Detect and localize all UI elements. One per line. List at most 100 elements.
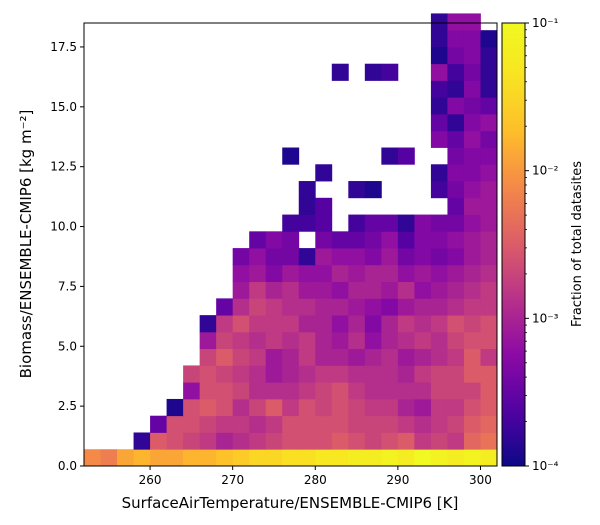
heatmap-cell — [348, 331, 366, 350]
heatmap-cell — [463, 231, 481, 249]
heatmap-cell — [282, 281, 300, 299]
x-axis-ticks: 260 270 280 290 300 — [139, 466, 492, 487]
heatmap-cell — [463, 147, 481, 165]
heatmap-cell — [381, 315, 399, 333]
heatmap-cell — [265, 331, 283, 350]
heatmap-cell — [430, 382, 448, 400]
heatmap-cell — [232, 398, 250, 417]
heatmap-cell — [381, 382, 399, 400]
heatmap-cell — [463, 298, 481, 316]
heatmap-cell — [480, 147, 498, 165]
heatmap-cell — [282, 382, 300, 400]
heatmap-cell — [364, 264, 382, 283]
heatmap-cell — [381, 449, 399, 467]
heatmap-cell — [414, 315, 432, 333]
heatmap-cell — [364, 398, 382, 417]
heatmap-cell — [100, 449, 118, 467]
heatmap-cell — [397, 331, 415, 350]
heatmap-cell — [381, 248, 399, 266]
heatmap-cell — [348, 449, 366, 467]
heatmap-cell — [315, 382, 333, 400]
colorbar-tick-label: 10⁻² — [532, 164, 559, 178]
heatmap-cell — [397, 449, 415, 467]
heatmap-cell — [331, 264, 349, 283]
heatmap-cell — [298, 214, 316, 232]
heatmap-cell — [480, 382, 498, 400]
heatmap-cell — [282, 214, 300, 232]
heatmap-cell — [430, 97, 448, 115]
heatmap-cell — [249, 331, 267, 350]
heatmap-cell — [414, 298, 432, 316]
heatmap-cell — [463, 164, 481, 182]
heatmap-cell — [480, 181, 498, 199]
heatmap-cell — [480, 298, 498, 316]
heatmap-cell — [166, 415, 184, 433]
heatmap-cell — [480, 449, 498, 467]
y-tick-label: 10.0 — [50, 220, 77, 234]
heatmap-cell — [331, 432, 349, 450]
heatmap-cell — [364, 231, 382, 249]
y-tick-label: 17.5 — [50, 40, 77, 54]
heatmap-cell — [480, 46, 498, 65]
heatmap-cell — [414, 398, 432, 417]
heatmap-cell — [348, 181, 366, 199]
heatmap-cell — [183, 415, 201, 433]
heatmap-cell — [282, 365, 300, 383]
heatmap-cell — [414, 382, 432, 400]
y-axis-label: Biomass/ENSEMBLE-CMIP6 [kg m⁻²] — [17, 110, 35, 379]
heatmap-cell — [265, 348, 283, 366]
heatmap-cell — [331, 449, 349, 467]
y-tick-label: 5.0 — [58, 339, 77, 353]
heatmap-cells — [84, 13, 498, 467]
heatmap-cell — [249, 248, 267, 266]
heatmap-cell — [216, 382, 234, 400]
heatmap-cell — [199, 432, 217, 450]
heatmap-cell — [183, 382, 201, 400]
heatmap-cell — [447, 331, 465, 350]
heatmap-cell — [447, 46, 465, 65]
heatmap-cell — [216, 315, 234, 333]
heatmap-cell — [315, 315, 333, 333]
heatmap-cell — [315, 231, 333, 249]
heatmap-cell — [381, 398, 399, 417]
x-tick-label: 280 — [304, 473, 327, 487]
heatmap-cell — [249, 398, 267, 417]
heatmap-cell — [480, 398, 498, 417]
heatmap-cell — [199, 315, 217, 333]
heatmap-cell — [381, 415, 399, 433]
heatmap-cell — [447, 197, 465, 215]
x-axis-label: SurfaceAirTemperature/ENSEMBLE-CMIP6 [K] — [122, 494, 459, 512]
heatmap-cell — [265, 248, 283, 266]
heatmap-cell — [348, 315, 366, 333]
heatmap-cell — [430, 398, 448, 417]
heatmap-cell — [331, 231, 349, 249]
heatmap-cell — [232, 264, 250, 283]
heatmap-cell — [430, 264, 448, 283]
heatmap-cell — [447, 398, 465, 417]
y-tick-label: 7.5 — [58, 279, 77, 293]
heatmap-cell — [463, 331, 481, 350]
heatmap-cell — [232, 248, 250, 266]
heatmap-cell — [249, 415, 267, 433]
heatmap-cell — [447, 130, 465, 148]
heatmap-cell — [298, 415, 316, 433]
heatmap-cell — [183, 449, 201, 467]
heatmap-cell — [315, 264, 333, 283]
heatmap-cell — [133, 432, 151, 450]
plot-frame — [83, 22, 498, 467]
x-tick-label: 290 — [386, 473, 409, 487]
heatmap-cell — [414, 449, 432, 467]
heatmap-cell — [166, 398, 184, 417]
heatmap-cell — [397, 281, 415, 299]
heatmap-cell — [430, 80, 448, 98]
heatmap-cell — [199, 365, 217, 383]
heatmap-cell — [150, 432, 167, 450]
heatmap-cell — [298, 248, 316, 266]
heatmap-cell — [282, 298, 300, 316]
heatmap-cell — [216, 449, 234, 467]
heatmap-cell — [265, 264, 283, 283]
heatmap-cell — [463, 281, 481, 299]
colorbar-tick-label: 10⁻¹ — [532, 16, 559, 30]
heatmap-cell — [298, 197, 316, 215]
heatmap-cell — [232, 432, 250, 450]
